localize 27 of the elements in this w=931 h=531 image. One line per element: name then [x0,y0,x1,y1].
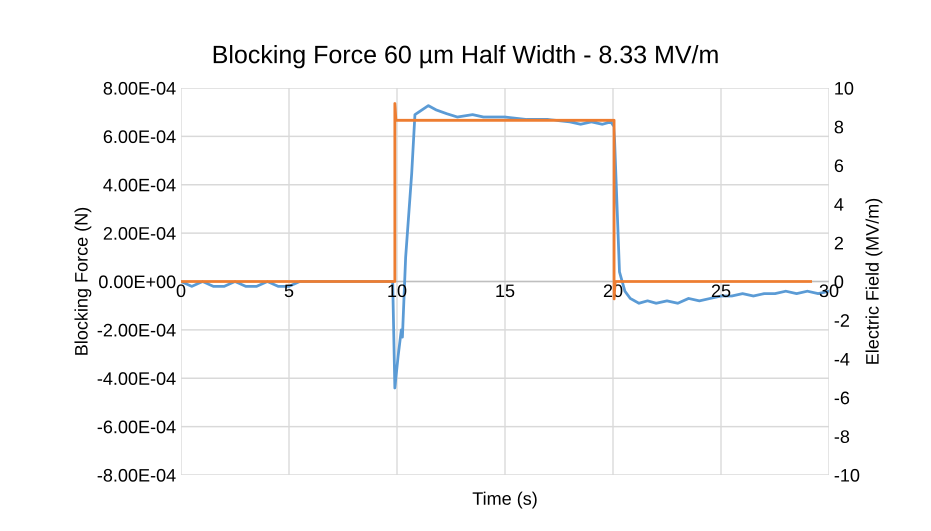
y-tick-label: 8.00E-04 [104,82,176,95]
chart-title: Blocking Force 60 µm Half Width - 8.33 MV/m [214,45,718,68]
y2-tick-label: 8 [834,120,844,134]
y-tick-label: 6.00E-04 [104,130,176,144]
y-tick-label: 2.00E-04 [104,227,176,240]
y-axis-title: Blocking Force (N) [74,208,92,355]
x-tick-label: 5 [284,284,294,298]
x-tick-label: 25 [712,284,730,298]
y2-tick-label: -10 [834,468,860,482]
y2-tick-label: -4 [834,353,850,366]
y-tick-label: 0.00E+00 [99,275,176,288]
y-tick-label: -2.00E-04 [98,324,176,337]
y2-tick-label: 6 [834,159,844,172]
x-axis-title: Time (s) [472,492,537,508]
y2-tick-label: -6 [834,392,850,404]
y2-tick-label: 10 [835,82,854,95]
x-tick-label: 15 [496,284,514,298]
y2-tick-label: 2 [834,236,843,250]
y-tick-label: -8.00E-04 [98,468,176,482]
y2-tick-label: 4 [834,198,844,211]
y2-axis-title: Electric Field (MV/m) [866,198,882,364]
y-tick-label: -6.00E-04 [98,420,176,434]
y-tick-label: -4.00E-04 [98,372,176,385]
y2-tick-label: -8 [834,430,850,444]
x-tick-label: 0 [176,284,186,298]
y2-tick-label: -2 [834,314,850,327]
y-tick-label: 4.00E-04 [103,178,176,192]
